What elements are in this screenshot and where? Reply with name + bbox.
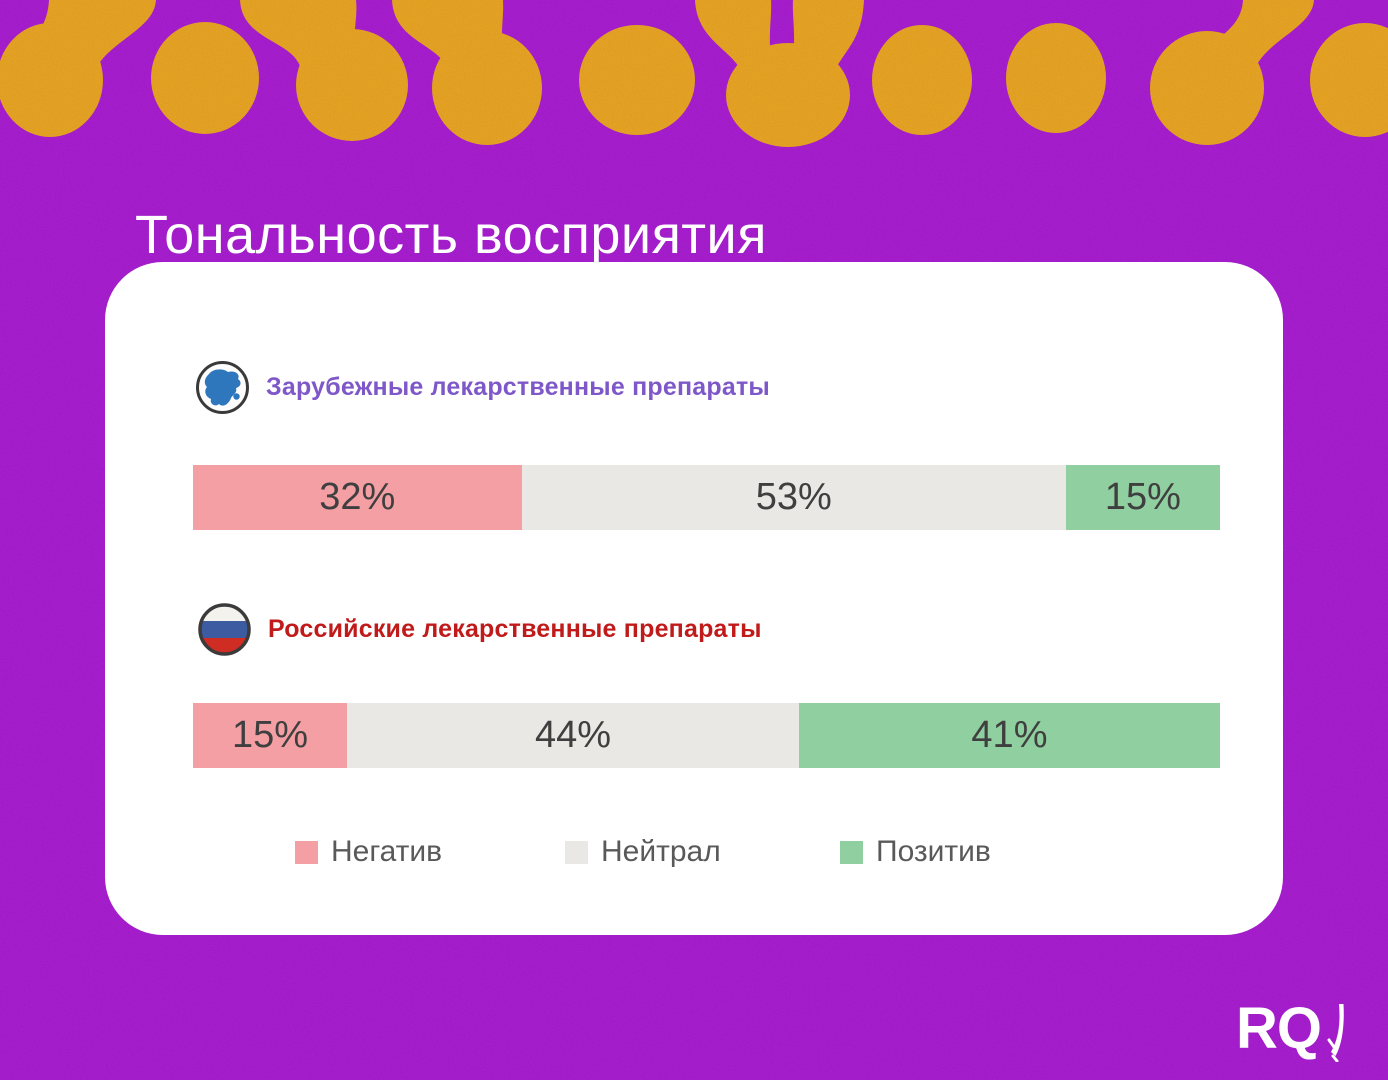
quill-icon bbox=[1327, 1004, 1344, 1062]
legend-item-neutral: Нейтрал bbox=[565, 835, 721, 869]
globe-icon bbox=[196, 361, 249, 414]
category-header-russian: Российские лекарственные препараты bbox=[197, 602, 762, 657]
segment-value: 32% bbox=[319, 476, 396, 518]
legend-label-positive: Позитив bbox=[876, 835, 991, 868]
legend-item-negative: Негатив bbox=[295, 835, 442, 869]
decorative-blob-band bbox=[0, 0, 1388, 147]
legend-label-neutral: Нейтрал bbox=[601, 835, 721, 868]
legend-swatch-negative bbox=[295, 840, 318, 864]
stacked-bar-foreign: 32% 53% 15% bbox=[193, 465, 1220, 530]
bar-segment-negative: 32% bbox=[193, 465, 522, 530]
bar-segment-negative: 15% bbox=[193, 703, 348, 768]
legend-item-positive: Позитив bbox=[840, 835, 991, 869]
rq-logo-text: RQ bbox=[1236, 996, 1322, 1061]
category-label-russian: Российские лекарственные препараты bbox=[268, 615, 762, 643]
segment-value: 41% bbox=[971, 714, 1048, 756]
stacked-bar-russian: 15% 44% 41% bbox=[193, 703, 1220, 768]
russia-flag-icon bbox=[198, 603, 251, 656]
bar-segment-neutral: 44% bbox=[347, 703, 799, 768]
chart-card: Зарубежные лекарственные препараты 32% 5… bbox=[105, 262, 1283, 935]
segment-value: 44% bbox=[534, 714, 612, 756]
rq-logo: RQ bbox=[1236, 998, 1349, 1062]
category-label-foreign: Зарубежные лекарственные препараты bbox=[266, 373, 770, 401]
segment-value: 15% bbox=[1104, 476, 1181, 518]
category-header-foreign: Зарубежные лекарственные препараты bbox=[195, 360, 770, 415]
legend-label-negative: Негатив bbox=[331, 835, 443, 868]
legend-swatch-positive bbox=[840, 840, 863, 864]
bar-segment-neutral: 53% bbox=[521, 465, 1066, 530]
legend-swatch-neutral bbox=[565, 840, 588, 864]
segment-value: 15% bbox=[231, 714, 309, 756]
page-title: Тональность восприятия bbox=[135, 205, 767, 266]
bar-segment-positive: 41% bbox=[798, 703, 1220, 768]
bar-segment-positive: 15% bbox=[1065, 465, 1220, 530]
segment-value: 53% bbox=[755, 476, 832, 518]
